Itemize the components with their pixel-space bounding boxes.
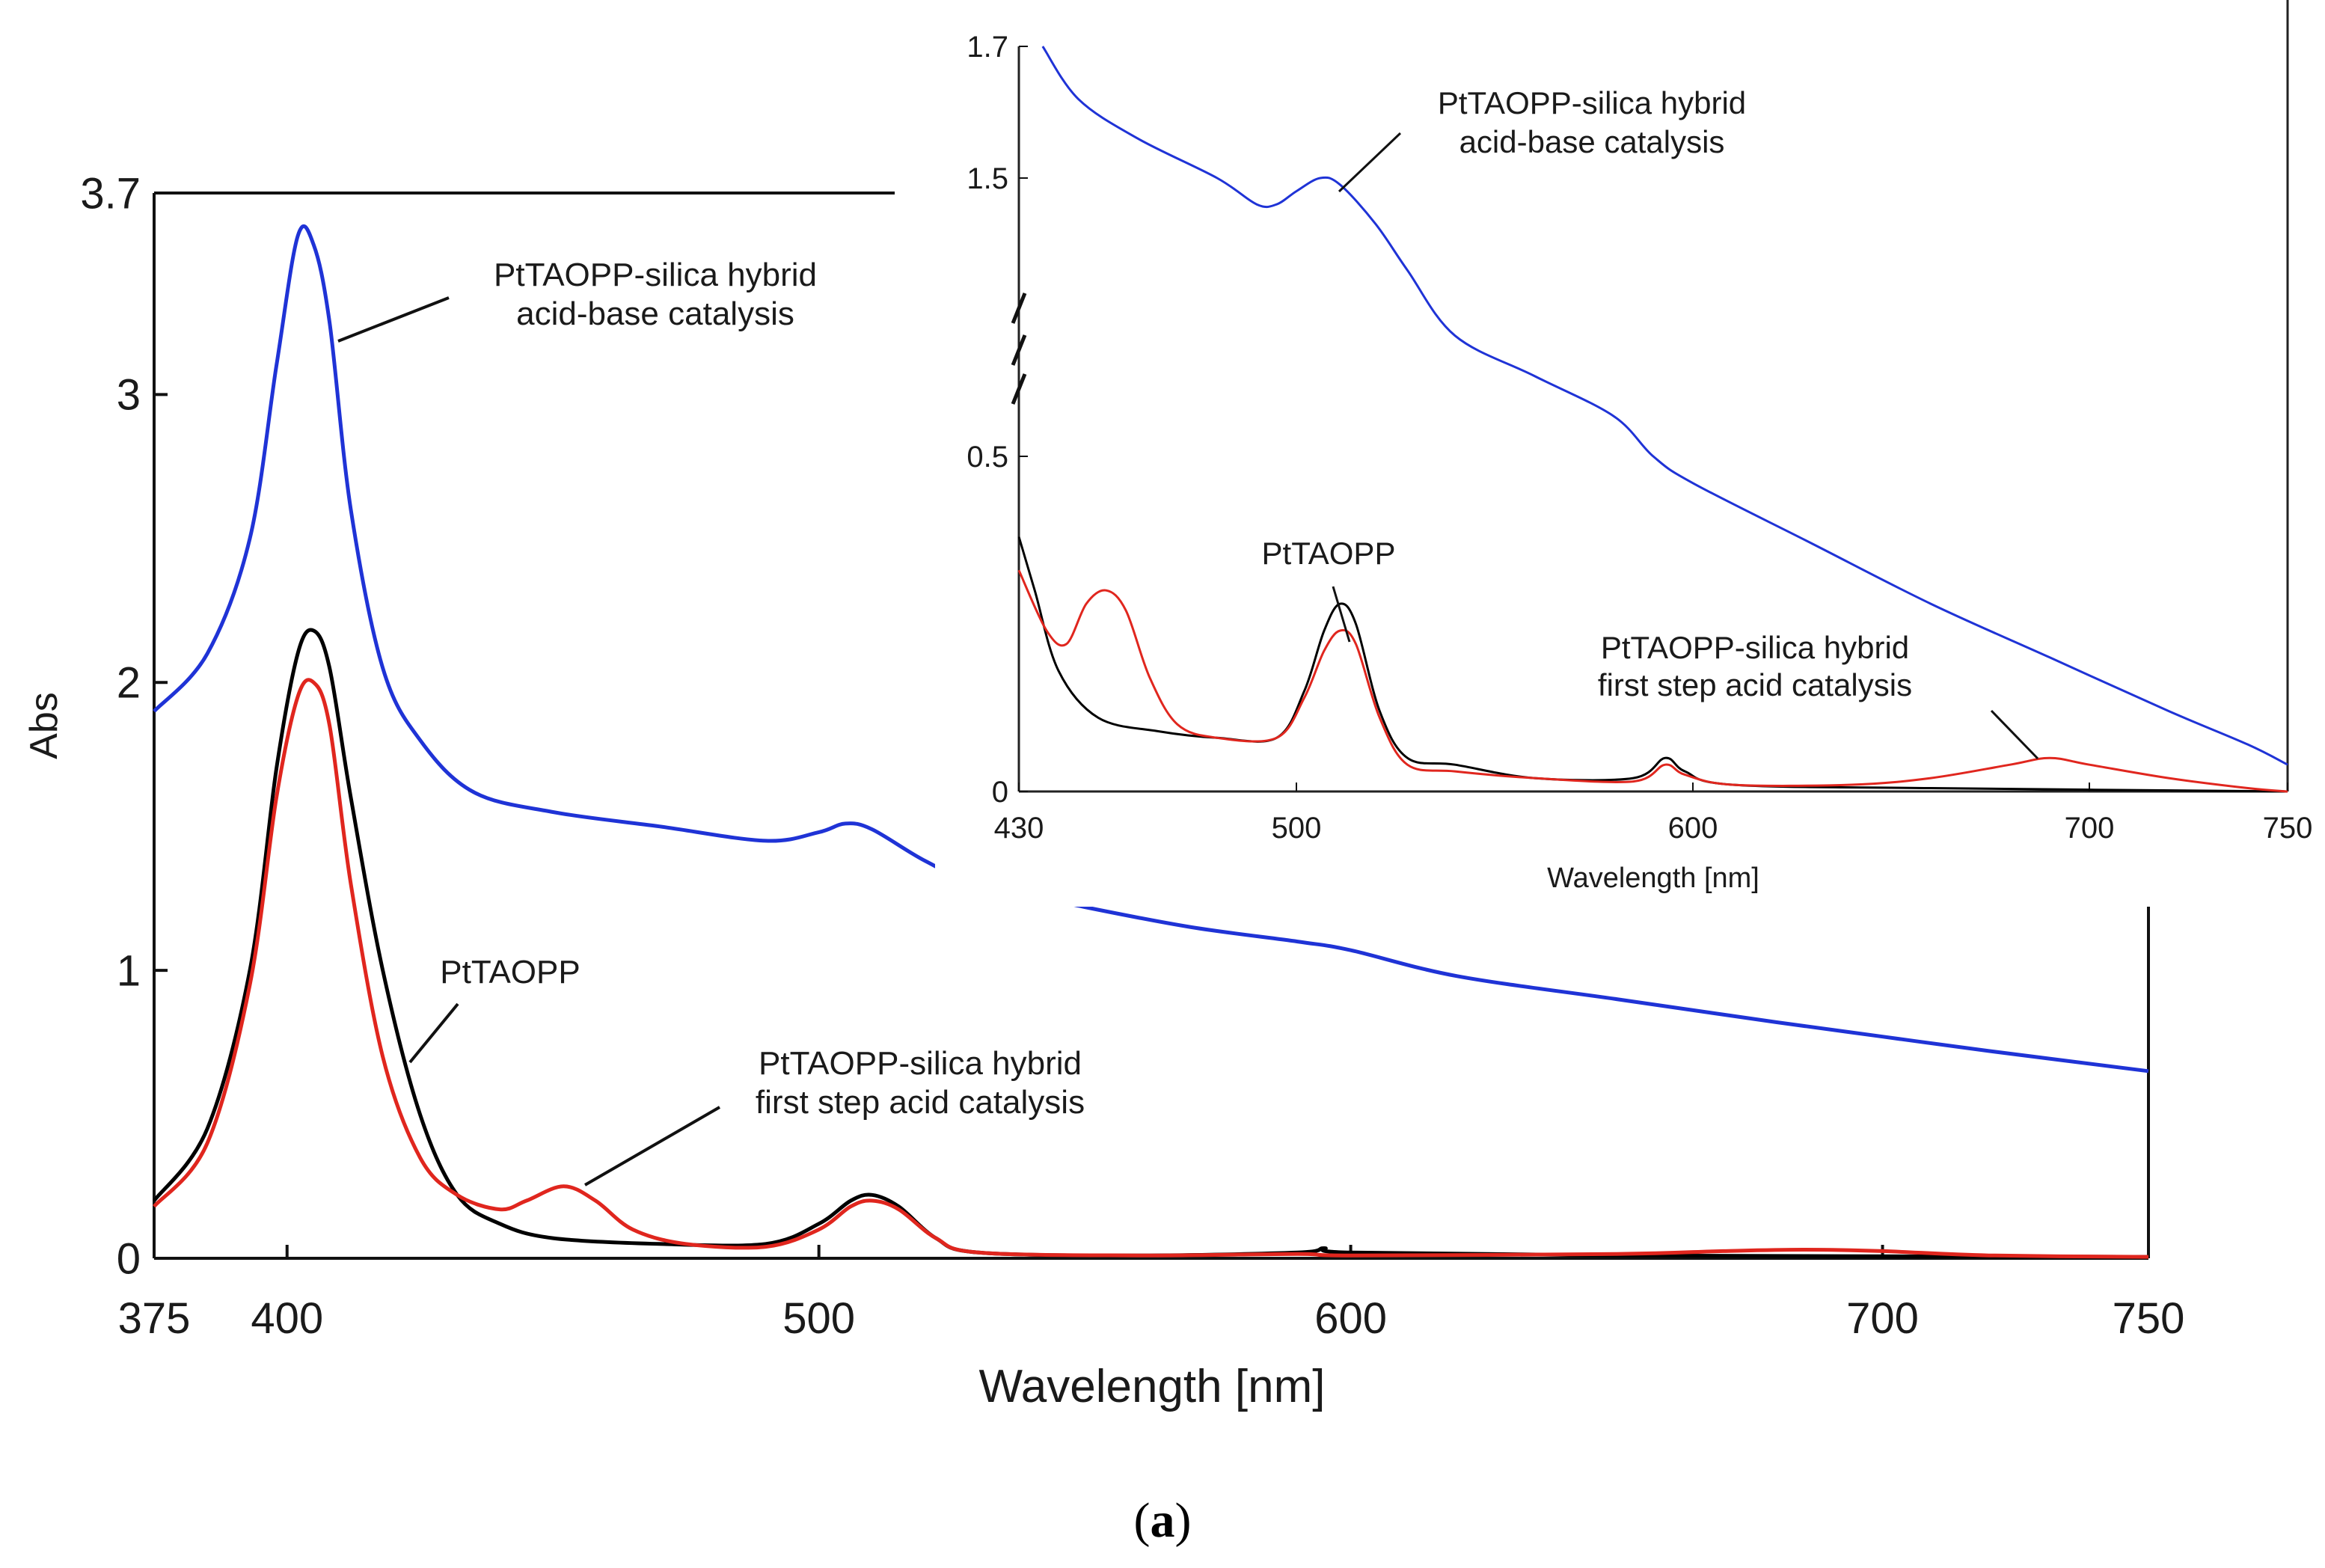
leader-line	[1990, 709, 2039, 760]
annotation-line-2: first step acid catalysis	[1598, 667, 1912, 702]
main-series-line-pttaopp	[152, 628, 2149, 1259]
inset-x-tick-label: 700	[2065, 812, 2115, 845]
inset-annotation-first-step: PtTAOPP-silica hybrid first step acid ca…	[1598, 630, 2039, 760]
figure-caption: (a)	[1134, 1493, 1192, 1548]
inset-series-line-acid-base	[1041, 46, 2288, 766]
main-y-tick-label: 2	[117, 659, 141, 708]
annotation-line-1: PtTAOPP	[440, 954, 580, 990]
inset-x-tick-label: 500	[1272, 812, 1322, 845]
annotation-line-1: PtTAOPP	[1262, 536, 1396, 571]
inset-y-tick-label: 0.5	[967, 441, 1008, 474]
annotation-line-1: PtTAOPP-silica hybrid	[494, 257, 817, 293]
main-x-axis-label: Wavelength [nm]	[979, 1361, 1326, 1412]
axis-break-mark	[1011, 334, 1027, 366]
inset-chart: 0 0.5 1.5 1.7 430 500 600 700 750 Wavelength [n…	[935, 0, 2325, 907]
main-y-ticks: 0 1 2 3 3.7	[80, 169, 168, 1283]
main-series-line-first-step-acid	[153, 678, 2149, 1259]
main-y-tick-label: 0	[117, 1234, 141, 1283]
inset-series-line-first-step-acid	[1017, 569, 2288, 793]
main-y-tick-label: 3.7	[80, 169, 141, 218]
inset-background	[935, 0, 2325, 907]
main-chart: 0 1 2 3 3.7 375 400 500 600 700 750 Abs Wavelengt…	[22, 169, 2184, 1412]
inset-x-tick-label: 430	[994, 812, 1044, 845]
main-x-tick-label: 750	[2113, 1294, 2185, 1343]
leader-line	[1338, 132, 1402, 193]
main-x-tick-label: 400	[251, 1294, 323, 1343]
inset-y-tick-label: 1.5	[967, 162, 1008, 195]
annotation-line-1: PtTAOPP-silica hybrid	[1438, 85, 1746, 120]
main-y-tick-label: 3	[117, 371, 141, 420]
main-x-tick-label: 375	[118, 1294, 191, 1343]
main-x-tick-label: 600	[1314, 1294, 1387, 1343]
inset-annotation-pttaopp: PtTAOPP	[1262, 536, 1396, 643]
annotation-line-1: PtTAOPP-silica hybrid	[1601, 630, 1909, 665]
inset-axis-break	[1011, 293, 1027, 405]
inset-x-axis-label: Wavelength [nm]	[1547, 863, 1759, 894]
annotation-line-1: PtTAOPP-silica hybrid	[759, 1045, 1082, 1082]
inset-y-tick-label: 0	[992, 776, 1008, 809]
main-annotation-first-step: PtTAOPP-silica hybrid first step acid ca…	[583, 1045, 1085, 1186]
inset-annotation-acid-base: PtTAOPP-silica hybrid acid-base catalysi…	[1338, 85, 1746, 193]
main-y-tick-label: 1	[117, 946, 141, 995]
annotation-line-2: acid-base catalysis	[1459, 124, 1725, 159]
caption-letter: a	[1151, 1493, 1175, 1548]
main-series	[152, 224, 2149, 1259]
caption-close-paren: )	[1175, 1493, 1192, 1548]
inset-series	[1017, 46, 2288, 793]
axis-break-mark	[1011, 293, 1027, 324]
leader-line	[583, 1106, 721, 1186]
inset-y-ticks: 0 0.5 1.5 1.7	[967, 31, 1028, 809]
axis-break-mark	[1011, 373, 1027, 405]
main-annotation-acid-base: PtTAOPP-silica hybrid acid-base catalysi…	[337, 257, 817, 343]
inset-x-tick-label: 600	[1668, 812, 1718, 845]
leader-line	[337, 296, 450, 343]
caption-open-paren: (	[1134, 1493, 1151, 1548]
main-annotation-pttaopp: PtTAOPP	[408, 954, 581, 1064]
main-series-line-acid-base	[153, 224, 2149, 1074]
inset-y-tick-label: 1.7	[967, 31, 1008, 64]
main-x-tick-label: 500	[782, 1294, 855, 1343]
leader-line	[1332, 586, 1351, 643]
leader-line	[408, 1002, 459, 1064]
inset-x-tick-label: 750	[2263, 812, 2313, 845]
main-y-axis-label: Abs	[22, 692, 66, 759]
main-x-tick-label: 700	[1846, 1294, 1919, 1343]
main-x-ticks: 375 400 500 600 700 750	[118, 1245, 2185, 1343]
annotation-line-2: acid-base catalysis	[516, 295, 794, 332]
inset-x-ticks: 430 500 600 700 750	[994, 783, 2313, 845]
annotation-line-2: first step acid catalysis	[756, 1084, 1085, 1121]
